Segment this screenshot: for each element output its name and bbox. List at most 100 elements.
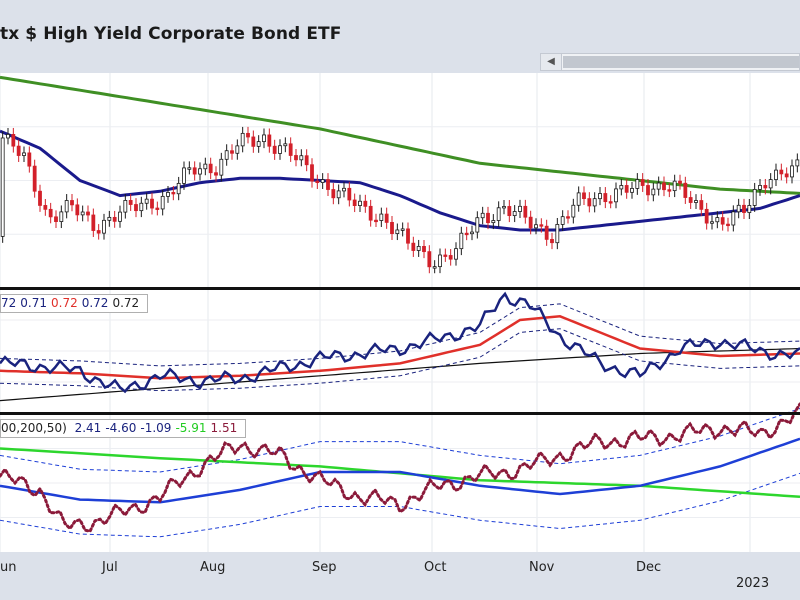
- candle-body: [459, 232, 464, 250]
- candle-body: [102, 219, 106, 234]
- candle-body: [347, 187, 352, 201]
- candle-body: [422, 246, 426, 253]
- candle-body: [219, 158, 224, 176]
- ratio-lower-band: [0, 328, 800, 392]
- oscillator-upper-band: [0, 408, 800, 473]
- candle-body: [27, 152, 32, 167]
- scrollbar-thumb[interactable]: [563, 56, 799, 68]
- candle-body: [662, 182, 666, 191]
- ratio-legend: 72 0.71 0.72 0.72 0.72: [0, 294, 149, 313]
- candle-body: [443, 254, 448, 257]
- candle-body: [464, 232, 469, 236]
- candle-body: [512, 211, 517, 217]
- legend-value-4: 1.51: [210, 421, 238, 435]
- candle-body: [550, 238, 554, 244]
- x-tick-label-un: un: [0, 560, 17, 575]
- candle-body: [411, 242, 416, 251]
- candle-body: [715, 217, 720, 223]
- candle-body: [272, 145, 277, 154]
- candle-body: [603, 193, 608, 203]
- candle-body: [747, 205, 752, 213]
- ratio-line: [0, 291, 800, 394]
- candle-body: [523, 205, 528, 218]
- candle-body: [283, 143, 288, 147]
- candle-body: [91, 214, 96, 231]
- candle-body: [507, 206, 512, 217]
- candle-body: [358, 200, 362, 207]
- candle-body: [134, 204, 138, 212]
- candle-body: [496, 207, 501, 221]
- candle-body: [678, 180, 682, 184]
- candle-body: [374, 219, 378, 223]
- x-tick-label-jul: Jul: [102, 560, 118, 575]
- candle-body: [395, 229, 400, 234]
- oscillator-average-line: [0, 437, 800, 504]
- candle-body: [187, 167, 192, 170]
- candle-body: [6, 134, 10, 139]
- candle-body: [251, 136, 256, 147]
- candle-body: [694, 200, 698, 203]
- candle-body: [326, 179, 330, 190]
- price-panel: [0, 75, 800, 274]
- candle-body: [256, 141, 261, 147]
- candle-body: [630, 188, 634, 193]
- candle-body: [758, 185, 762, 190]
- candle-body: [406, 228, 410, 244]
- candle-body: [320, 179, 325, 183]
- candle-body: [502, 206, 506, 209]
- candle-body: [544, 225, 549, 240]
- legend-value-1: 0.71: [20, 296, 47, 310]
- candle-body: [619, 185, 624, 190]
- candle-body: [742, 204, 746, 213]
- candle-body: [582, 192, 586, 200]
- candle-body: [656, 182, 661, 190]
- x-tick-label-aug: Aug: [200, 560, 226, 575]
- candle-body: [112, 216, 117, 222]
- candle-body: [790, 165, 794, 178]
- candle-body: [784, 173, 789, 178]
- legend-value-2: -1.09: [140, 421, 172, 435]
- candle-body: [331, 189, 336, 199]
- candle-body: [736, 204, 741, 213]
- candle-body: [555, 224, 560, 244]
- candle-body: [128, 200, 133, 205]
- oscillator-panel: [0, 402, 800, 538]
- candle-body: [774, 169, 778, 180]
- chart-gridlines: [0, 73, 800, 552]
- candle-body: [198, 168, 202, 175]
- candle-body: [150, 198, 154, 209]
- candle-body: [38, 190, 42, 206]
- candle-body: [624, 185, 629, 193]
- candle-body: [123, 200, 128, 213]
- title-bar: tx $ High Yield Corporate Bond ETF ◀: [0, 0, 800, 73]
- oscillator-legend: 00,200,50) 2.41 -4.60 -1.09 -5.91 1.51: [0, 419, 247, 438]
- candle-body: [208, 163, 213, 174]
- candle-body: [160, 195, 165, 210]
- candle-body: [342, 187, 346, 192]
- candle-body: [448, 255, 453, 260]
- x-axis: 2023 un Jul Aug Sep Oct Nov Dec: [0, 552, 800, 600]
- chart-scrollbar[interactable]: ◀: [540, 53, 800, 71]
- oscillator-lower-band: [0, 472, 800, 538]
- candle-body: [203, 163, 208, 170]
- ratio-long-average-line: [0, 347, 800, 402]
- candle-body: [363, 200, 368, 207]
- candle-body: [144, 198, 149, 204]
- candle-body: [731, 211, 736, 226]
- candle-body: [240, 132, 245, 147]
- year-label: 2023: [736, 576, 770, 591]
- candle-body: [304, 155, 309, 166]
- candle-body: [262, 134, 266, 143]
- legend-value-3: 0.72: [81, 296, 109, 310]
- candle-body: [763, 185, 768, 189]
- scroll-left-icon[interactable]: ◀: [541, 54, 562, 70]
- candle-body: [598, 193, 602, 200]
- candle-body: [336, 190, 341, 199]
- x-tick-label-nov: Nov: [529, 560, 555, 575]
- candle-body: [779, 169, 784, 175]
- candle-body: [299, 155, 304, 161]
- candle-body: [400, 228, 405, 231]
- candle-body: [688, 197, 693, 203]
- candle-body: [390, 222, 394, 234]
- candle-body: [107, 216, 112, 221]
